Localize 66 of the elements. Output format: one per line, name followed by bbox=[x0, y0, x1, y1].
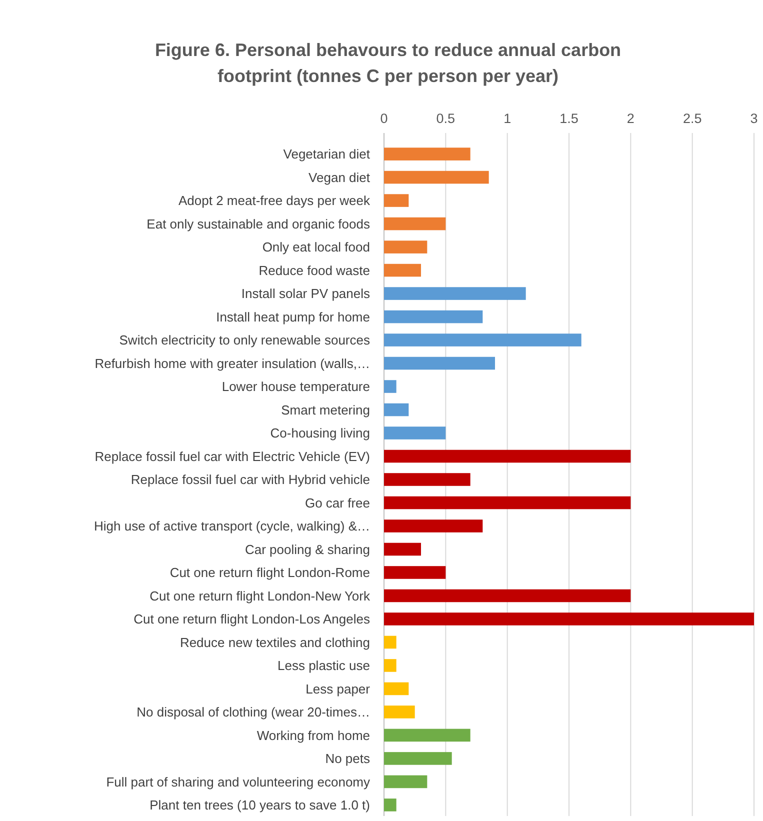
y-tick-label: Smart metering bbox=[281, 402, 370, 418]
x-tick-label: 0.5 bbox=[436, 111, 456, 126]
bar bbox=[384, 636, 396, 649]
y-tick-label: Working from home bbox=[256, 728, 370, 743]
y-tick-label: Eat only sustainable and organic foods bbox=[146, 216, 370, 232]
x-tick-label: 0 bbox=[380, 111, 388, 126]
bar bbox=[384, 496, 631, 510]
bar bbox=[384, 798, 396, 812]
bar bbox=[384, 170, 489, 184]
x-tick-label: 2 bbox=[626, 111, 634, 126]
y-tick-label: Less paper bbox=[306, 681, 371, 696]
y-tick-label: No pets bbox=[325, 751, 370, 766]
bar bbox=[384, 612, 754, 626]
x-tick-label: 1.5 bbox=[560, 111, 578, 126]
bar bbox=[384, 426, 446, 440]
y-tick-label: Replace fossil fuel car with Electric Vehicle (EV) bbox=[94, 448, 370, 464]
y-tick-label: Lower house temperature bbox=[222, 379, 370, 394]
bar bbox=[384, 334, 582, 346]
bar bbox=[384, 706, 415, 718]
y-tick-label: Cut one return flight London-New York bbox=[150, 588, 370, 604]
y-tick-label: Reduce new textiles and clothing bbox=[180, 634, 370, 650]
bar bbox=[384, 380, 396, 393]
bar bbox=[384, 310, 483, 324]
bar bbox=[384, 589, 631, 602]
bar bbox=[384, 542, 421, 556]
y-tick-label: Co-housing living bbox=[270, 426, 370, 441]
bar bbox=[384, 194, 409, 207]
y-tick-label: Reduce food waste bbox=[258, 262, 370, 278]
y-tick-label: Cut one return flight London-Rome bbox=[170, 565, 370, 580]
y-tick-label: Cut one return flight London-Los Angeles bbox=[134, 612, 370, 627]
y-tick-label: Refurbish home with greater insulation (walls,… bbox=[94, 356, 370, 371]
y-tick-label: Less plastic use bbox=[278, 658, 370, 674]
y-tick-label: No disposal of clothing (wear 20-times… bbox=[136, 704, 370, 720]
y-tick-label: Adopt 2 meat-free days per week bbox=[178, 193, 370, 208]
y-tick-label: Plant ten trees (10 years to save 1.0 t) bbox=[150, 798, 370, 813]
y-tick-label: Car pooling & sharing bbox=[244, 542, 370, 557]
bar bbox=[384, 473, 470, 486]
y-tick-label: Install solar PV panels bbox=[241, 286, 370, 302]
bar bbox=[384, 148, 470, 160]
y-tick-label: Vegetarian diet bbox=[283, 146, 370, 162]
y-tick-label: Full part of sharing and volunteering economy bbox=[106, 774, 370, 790]
bar bbox=[384, 520, 483, 532]
bar bbox=[384, 264, 421, 277]
bar bbox=[384, 752, 452, 765]
bar bbox=[384, 728, 470, 742]
y-tick-label: High use of active transport (cycle, walking) &… bbox=[94, 518, 370, 534]
y-tick-label: Replace fossil fuel car with Hybrid vehicle bbox=[130, 472, 370, 488]
x-tick-label: 2.5 bbox=[682, 111, 702, 126]
y-tick-label: Go car free bbox=[304, 495, 370, 510]
bar bbox=[384, 682, 409, 696]
bar bbox=[384, 450, 631, 463]
bar bbox=[384, 287, 526, 300]
bar bbox=[384, 403, 409, 416]
bar bbox=[384, 659, 396, 672]
y-tick-label: Switch electricity to only renewable sources bbox=[119, 332, 370, 348]
bar bbox=[384, 217, 446, 230]
x-tick-label: 3 bbox=[750, 111, 758, 126]
y-tick-label: Install heat pump for home bbox=[216, 309, 370, 324]
chart-title: Figure 6. Personal behavours to reduce annual carbon footprint (tonnes C per person per year) bbox=[154, 40, 622, 86]
bar bbox=[384, 775, 428, 788]
x-tick-label: 1 bbox=[504, 111, 512, 126]
bar bbox=[384, 356, 495, 370]
y-tick-label: Only eat local food bbox=[262, 240, 370, 255]
bar bbox=[384, 566, 446, 579]
y-tick-label: Vegan diet bbox=[308, 170, 370, 185]
bar bbox=[384, 240, 428, 254]
